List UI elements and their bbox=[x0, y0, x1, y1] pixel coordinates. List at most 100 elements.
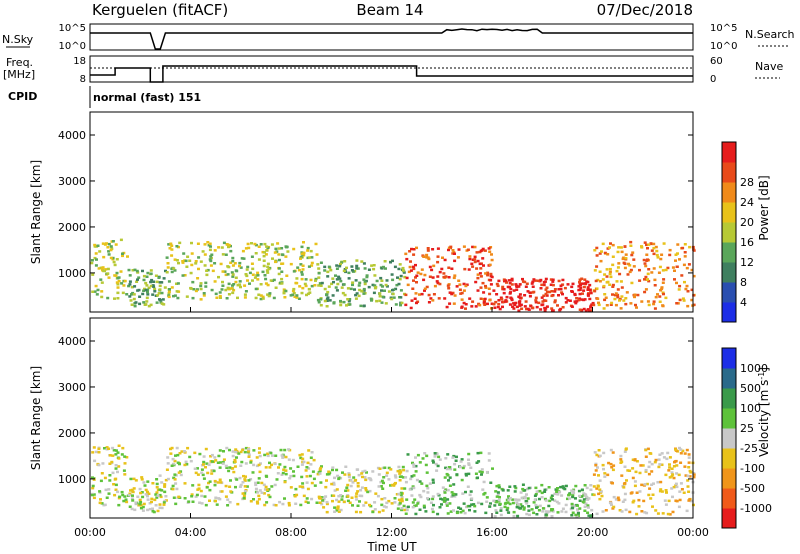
velocity-cell bbox=[172, 476, 176, 480]
power-cell bbox=[394, 303, 398, 306]
power-cell bbox=[298, 285, 302, 288]
velocity-cell bbox=[155, 496, 159, 499]
power-cell bbox=[473, 260, 477, 264]
power-cell bbox=[173, 294, 177, 297]
velocity-cell bbox=[688, 469, 692, 473]
velocity-cell bbox=[235, 478, 239, 481]
velocity-cell bbox=[489, 502, 492, 505]
velocity-cell bbox=[355, 498, 359, 501]
power-cell bbox=[460, 298, 464, 301]
power-cell bbox=[266, 293, 270, 296]
power-cell bbox=[561, 306, 565, 309]
velocity-cell bbox=[503, 502, 507, 505]
power-cell bbox=[135, 280, 139, 283]
velocity-cell bbox=[584, 502, 588, 505]
power-cell bbox=[173, 258, 177, 261]
velocity-cell bbox=[664, 473, 668, 477]
power-cell bbox=[347, 300, 351, 303]
power-cell bbox=[428, 265, 432, 269]
velocity-cell bbox=[351, 481, 355, 484]
velocity-cell bbox=[623, 482, 627, 485]
power-cell bbox=[299, 257, 302, 260]
velocity-cell bbox=[527, 505, 531, 508]
velocity-cell bbox=[306, 461, 310, 465]
power-cell bbox=[146, 293, 150, 296]
power-cell bbox=[272, 278, 276, 282]
power-cell bbox=[633, 295, 636, 299]
velocity-cell bbox=[598, 479, 602, 482]
power-cell bbox=[379, 283, 383, 287]
velocity-cell bbox=[505, 508, 509, 512]
velocity-cell bbox=[598, 454, 602, 458]
velocity-cell bbox=[356, 490, 360, 493]
velocity-cell bbox=[521, 483, 525, 486]
power-cell bbox=[462, 282, 466, 286]
velocity-cell bbox=[585, 486, 589, 490]
power-cell bbox=[202, 294, 206, 297]
freq-label: Freq. bbox=[6, 56, 33, 69]
velocity-cell bbox=[354, 495, 358, 498]
velocity-cell bbox=[533, 494, 537, 497]
power-cell bbox=[286, 250, 290, 253]
velocity-cell bbox=[578, 499, 582, 502]
power-cell bbox=[678, 284, 682, 288]
power-cell bbox=[166, 266, 170, 269]
velocity-cell bbox=[522, 508, 526, 511]
power-colorbar-segment bbox=[722, 282, 736, 303]
velocity-cell bbox=[247, 447, 251, 451]
power-cell bbox=[644, 275, 648, 279]
power-cell bbox=[677, 288, 681, 291]
power-cell bbox=[589, 304, 593, 308]
velocity-cell bbox=[92, 478, 96, 481]
velocity-cell bbox=[403, 487, 407, 490]
velocity-cell bbox=[494, 509, 498, 512]
power-cell bbox=[181, 260, 185, 263]
power-cell bbox=[658, 295, 662, 298]
power-cell bbox=[114, 243, 118, 246]
power-cell bbox=[206, 241, 210, 244]
velocity-cell bbox=[476, 476, 479, 479]
velocity-cell bbox=[527, 486, 531, 490]
velocity-cell bbox=[470, 497, 474, 500]
power-cell bbox=[442, 275, 446, 279]
power-cell bbox=[158, 281, 162, 284]
power-cell bbox=[678, 298, 682, 302]
power-cell bbox=[575, 300, 579, 303]
power-cell bbox=[508, 279, 511, 282]
velocity-cell bbox=[403, 508, 407, 512]
power-cell bbox=[106, 296, 110, 300]
power-cell bbox=[402, 271, 406, 274]
power-cell bbox=[239, 266, 243, 269]
power-cell bbox=[457, 248, 461, 251]
power-cell bbox=[492, 302, 496, 306]
velocity-cell bbox=[255, 500, 259, 503]
power-cell bbox=[484, 284, 487, 288]
power-cell bbox=[342, 300, 346, 304]
velocity-cell bbox=[544, 510, 548, 513]
velocity-cell bbox=[537, 509, 541, 512]
velocity-cell bbox=[333, 489, 337, 492]
velocity-cell bbox=[635, 491, 639, 494]
velocity-cell bbox=[239, 464, 243, 467]
velocity-cell bbox=[98, 501, 102, 505]
velocity-cell bbox=[264, 466, 268, 469]
velocity-cell bbox=[688, 475, 692, 478]
velocity-cell bbox=[371, 470, 375, 473]
velocity-region-5 bbox=[492, 483, 595, 518]
power-cell bbox=[384, 283, 388, 287]
velocity-cell bbox=[387, 478, 391, 481]
power-cell bbox=[319, 284, 323, 287]
velocity-cell bbox=[561, 485, 565, 488]
velocity-cell bbox=[601, 510, 605, 513]
velocity-colorbar-segment bbox=[722, 348, 736, 369]
power-cell bbox=[238, 280, 242, 283]
velocity-colorbar-segment bbox=[722, 408, 736, 429]
power-cell bbox=[236, 296, 239, 300]
velocity-cell bbox=[441, 486, 445, 489]
power-cell bbox=[156, 294, 160, 297]
velocity-cell bbox=[598, 488, 602, 491]
velocity-cell bbox=[648, 460, 652, 464]
power-cell bbox=[542, 283, 546, 287]
velocity-cell bbox=[117, 503, 121, 507]
velocity-cell bbox=[150, 497, 154, 501]
